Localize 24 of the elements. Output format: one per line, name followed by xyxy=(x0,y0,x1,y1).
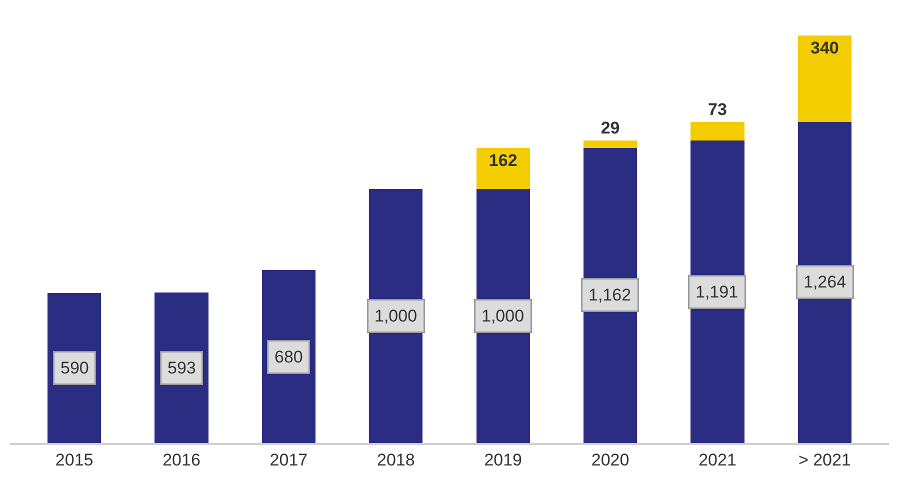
x-tick-label: > 2021 xyxy=(798,450,851,470)
data-label: 162 xyxy=(488,150,518,170)
x-tick-label: 2017 xyxy=(270,450,308,470)
data-label: 1,162 xyxy=(588,286,632,304)
data-label: 590 xyxy=(60,358,89,378)
data-label: 73 xyxy=(708,100,727,119)
data-label: 1,264 xyxy=(804,272,846,292)
data-label: 1,191 xyxy=(696,282,738,302)
bar xyxy=(690,122,744,140)
data-label: 1,000 xyxy=(374,306,418,326)
x-tick-label: 2015 xyxy=(55,450,94,470)
x-tick-label: 2020 xyxy=(591,450,630,470)
x-tick-label: 2021 xyxy=(698,450,736,470)
data-label: 1,000 xyxy=(482,306,524,326)
bar xyxy=(476,148,530,189)
data-label: 680 xyxy=(274,348,303,366)
x-tick-label: 2018 xyxy=(376,450,415,470)
data-label: 593 xyxy=(168,358,196,378)
data-label: 340 xyxy=(810,38,839,58)
x-tick-label: 2019 xyxy=(484,450,522,470)
data-label: 29 xyxy=(600,118,620,138)
bar xyxy=(583,140,638,148)
bar xyxy=(798,35,852,122)
x-tick-label: 2016 xyxy=(162,450,200,470)
